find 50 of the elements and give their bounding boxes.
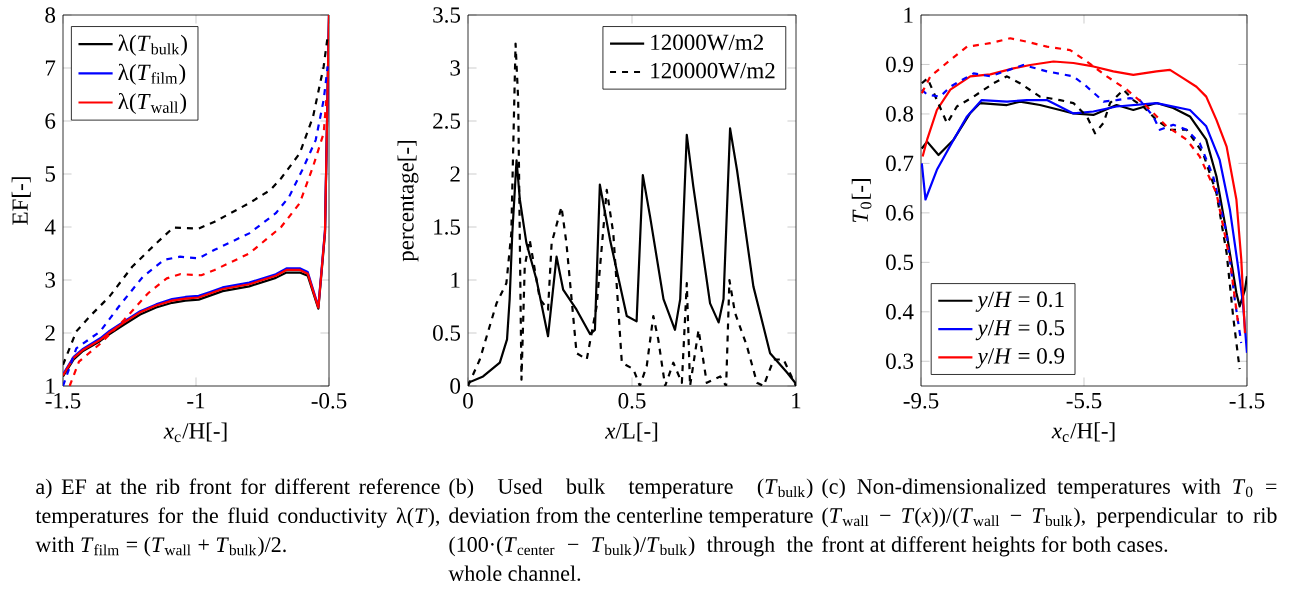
x-tick-label: 0 [463, 393, 473, 409]
legend-label: λ(T$_{wall}$) [118, 92, 187, 115]
y-axis-title: EF[-] [11, 177, 31, 225]
y-tick-label: 3.5 [433, 7, 461, 23]
y-tick-label: 6 [45, 113, 56, 129]
x-tick-label: -1 [187, 393, 205, 409]
text: (c) Non-dimensionalized temperatures with T$_{0}$ = (T$_{wall}$ − T(x))/(T$_{wall}$ − T$_{bulk}$), perpendicular to rib front at different heights for both cases. [822, 478, 1277, 557]
x-tick-label: -1.5 [1229, 393, 1265, 409]
y-tick-label: 3 [450, 60, 461, 76]
legend-label: y/H = 0.1 [975, 291, 1064, 312]
y-tick-label: 0.9 [886, 56, 913, 73]
y-tick-label: 0.7 [886, 155, 914, 172]
x-tick-label: 0.5 [618, 393, 646, 409]
x-axis-title: x$_{c}$/H[-] [1051, 422, 1115, 443]
y-tick-label: 1 [904, 7, 913, 23]
y-tick-label: 1.5 [434, 219, 461, 235]
y-tick-label: 0.8 [886, 106, 914, 122]
y-tick-label: 8 [45, 7, 56, 23]
y-tick-label: 0.4 [886, 304, 914, 320]
y-tick-label: 0.3 [886, 353, 914, 370]
legend-label: λ(T$_{film}$) [118, 63, 186, 85]
x-axis-title: x/L[-] [604, 422, 658, 442]
legend-label: y/H = 0.5 [975, 319, 1065, 341]
y-tick-label: 4 [44, 219, 56, 235]
y-axis-title: percentage[-] [397, 140, 419, 262]
y-axis-title: T$_{0}$[-] [851, 179, 872, 223]
x-axis-title: x$_{c}$/H[-] [163, 422, 227, 443]
x-tick-label: -1.5 [45, 393, 81, 409]
y-tick-label: 3 [45, 272, 56, 288]
y-tick-label: 1 [46, 378, 55, 394]
legend-label: 120000W/m2 [651, 62, 775, 79]
y-tick-label: 7 [45, 60, 56, 76]
x-tick-label: -0.5 [311, 393, 347, 409]
x-tick-label: -9.5 [903, 393, 939, 409]
x-tick-label: -5.5 [1066, 393, 1102, 409]
y-tick-label: 0.6 [886, 205, 914, 221]
y-tick-label: 2 [45, 325, 55, 341]
legend-label: y/H = 0.9 [975, 348, 1065, 369]
y-tick-label: 0.5 [886, 254, 914, 271]
y-tick-label: 0.5 [433, 325, 461, 341]
text: (b) Used bulk temperature (T$_{bulk}$) deviation from the centerline temperature (100·(T$_{center}$ − T$_{bulk}$)/T$_{bulk}$) through the whole channel. [448, 478, 813, 581]
y-tick-label: 5 [45, 166, 56, 182]
y-tick-label: 0 [450, 378, 461, 394]
x-tick-label: 1 [792, 393, 801, 409]
legend-label: 12000W/m2 [651, 34, 763, 51]
y-tick-label: 1 [451, 272, 460, 288]
y-tick-label: 2 [450, 166, 460, 182]
text: a) EF at the rib front for different reference temperatures for the fluid conductivity λ(T), with T$_{film}$ = (T$_{wall}$ + T$_{bulk}$)/2. [35, 478, 440, 557]
y-tick-label: 2.5 [433, 113, 461, 129]
legend-label: λ(T$_{bulk}$) [118, 34, 187, 56]
